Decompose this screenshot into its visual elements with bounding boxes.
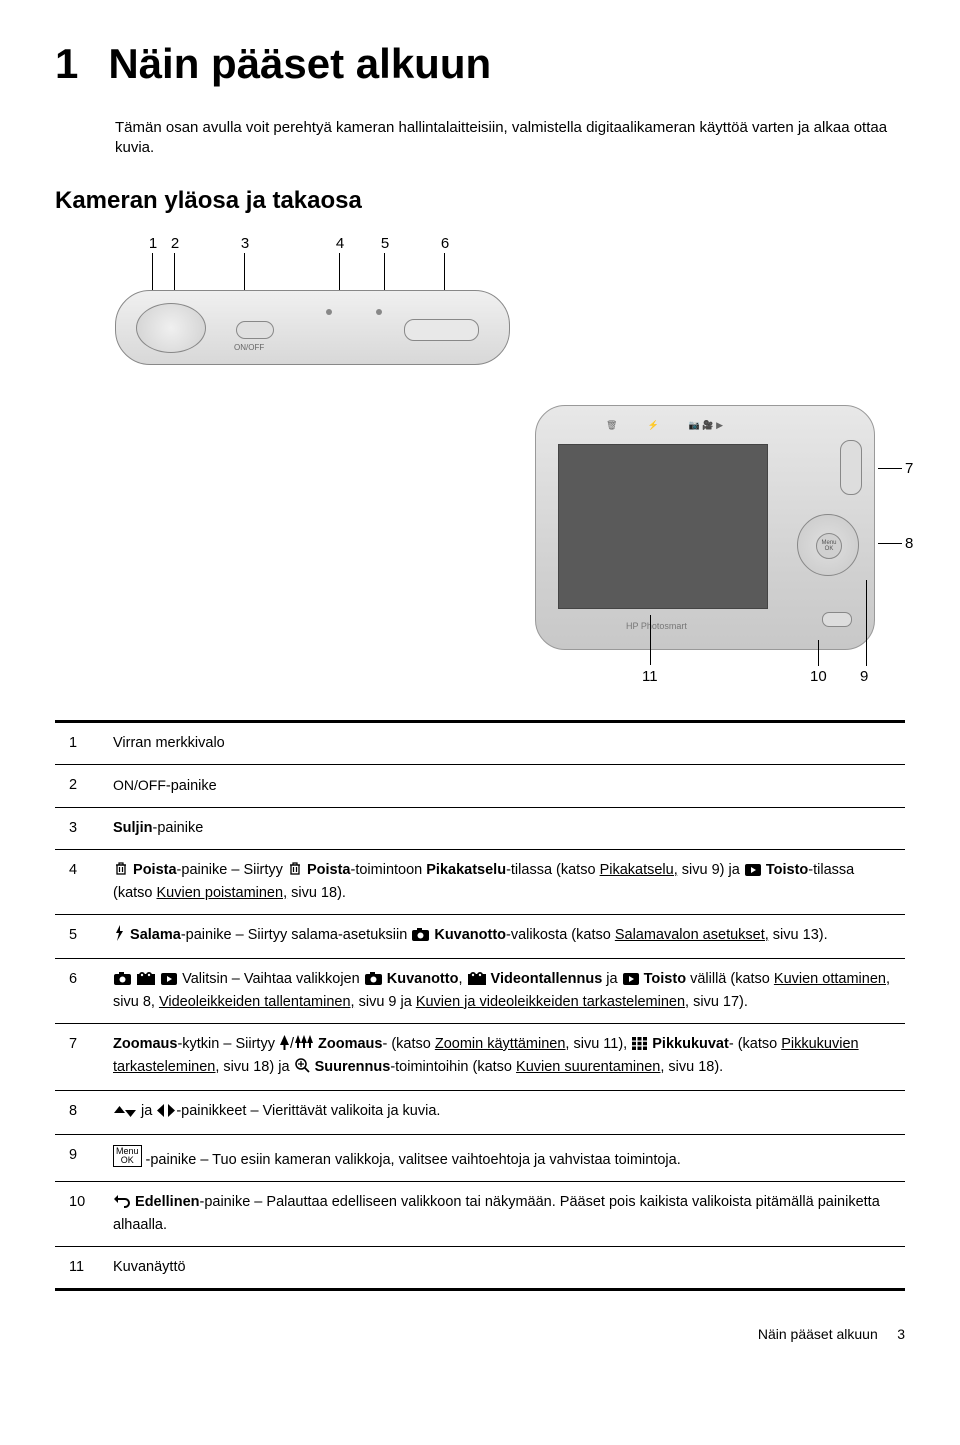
menu-ok-icon: MenuOK	[113, 1145, 142, 1167]
link: Kuvien ja videoleikkeiden tarkastelemine…	[416, 994, 689, 1010]
camera-diagram: 1 2 3 4 5 6 ON/OFF 🗑⚡📷 🎥 ▶	[115, 235, 905, 685]
callout-5: 5	[375, 235, 395, 252]
trash-icon	[288, 861, 302, 883]
parts-table: 1 Virran merkkivalo 2 ON/OFF-painike 3 S…	[55, 720, 905, 1291]
back-button-shape	[822, 612, 852, 627]
play-icon	[623, 971, 639, 992]
thumbnails-icon	[632, 1036, 647, 1057]
row-desc: Kuvanäyttö	[105, 1246, 905, 1289]
table-row: 7 Zoomaus-kytkin – Siirtyy / Zoomaus- (k…	[55, 1023, 905, 1090]
table-row: 4 Poista-painike – Siirtyy Poista-toimin…	[55, 849, 905, 914]
row-desc: Suljin-painike	[105, 807, 905, 849]
table-row: 3 Suljin-painike	[55, 807, 905, 849]
top-dot-2	[376, 309, 382, 315]
row-desc: Virran merkkivalo	[105, 721, 905, 764]
play-icon	[745, 862, 761, 883]
camera-icon	[412, 927, 429, 948]
link: Kuvien suurentaminen,	[516, 1059, 664, 1075]
table-row: 5 Salama-painike – Siirtyy salama-asetuk…	[55, 914, 905, 958]
camera-back-view: 🗑⚡📷 🎥 ▶ MenuOK HP Photosmart 7 8 11 10 9	[115, 405, 905, 685]
callout-3: 3	[235, 235, 255, 252]
row-num: 2	[55, 764, 105, 807]
onoff-button-shape	[236, 321, 274, 339]
camera-icon	[365, 971, 382, 992]
link: Pikakatselu,	[600, 862, 678, 878]
flash-icon	[114, 925, 125, 948]
camera-back-body: 🗑⚡📷 🎥 ▶ MenuOK HP Photosmart	[535, 405, 875, 650]
play-icon	[161, 971, 177, 992]
callout-2: 2	[165, 235, 185, 252]
chapter-title: Näin pääset alkuun	[108, 40, 491, 88]
hp-brand-label: HP Photosmart	[626, 621, 687, 631]
row-num: 10	[55, 1181, 105, 1246]
zoom-rocker-shape	[840, 440, 862, 495]
callout-4: 4	[330, 235, 350, 252]
chapter-header: 1 Näin pääset alkuun	[55, 40, 905, 88]
table-row: 9 MenuOK -painike – Tuo esiin kameran va…	[55, 1134, 905, 1181]
camera-top-body: ON/OFF	[115, 290, 510, 365]
section-title: Kameran yläosa ja takaosa	[55, 187, 905, 215]
video-icon	[137, 971, 155, 992]
zoom-out-icon	[295, 1035, 313, 1057]
shutter-dial	[136, 303, 206, 353]
callout-1: 1	[143, 235, 163, 252]
callout-6: 6	[435, 235, 455, 252]
onoff-text: ON/OFF	[113, 777, 166, 793]
table-row: 2 ON/OFF-painike	[55, 764, 905, 807]
top-dot-1	[326, 309, 332, 315]
table-row: 8 ja -painikkeet – Vierittävät valikoita…	[55, 1090, 905, 1134]
link: Zoomin käyttäminen,	[435, 1036, 570, 1052]
mode-switch-shape	[404, 319, 479, 341]
table-row: 6 Valitsin – Vaihtaa valikkojen Kuvanott…	[55, 958, 905, 1023]
up-down-icon	[114, 1103, 136, 1124]
row-desc: Edellinen-painike – Palauttaa edelliseen…	[105, 1181, 905, 1246]
lcd-screen	[558, 444, 768, 609]
camera-top-view: 1 2 3 4 5 6 ON/OFF	[115, 235, 905, 395]
zoom-in-icon	[280, 1035, 289, 1057]
left-right-icon	[157, 1103, 175, 1124]
row-num: 11	[55, 1246, 105, 1289]
footer-page: 3	[897, 1326, 905, 1342]
callout-7: 7	[905, 460, 913, 477]
row-num: 3	[55, 807, 105, 849]
back-arrow-icon	[114, 1194, 130, 1215]
link: Videoleikkeiden tallentaminen,	[159, 994, 355, 1010]
onoff-label: ON/OFF	[234, 343, 264, 352]
table-row: 10 Edellinen-painike – Palauttaa edellis…	[55, 1181, 905, 1246]
intro-paragraph: Tämän osan avulla voit perehtyä kameran …	[115, 118, 905, 159]
callout-11: 11	[642, 668, 658, 685]
row-num: 5	[55, 914, 105, 958]
link: Kuvien ottaminen,	[774, 971, 890, 987]
trash-icon	[114, 861, 128, 883]
row-desc: Poista-painike – Siirtyy Poista-toiminto…	[105, 849, 905, 914]
row-num: 9	[55, 1134, 105, 1181]
back-top-icons: 🗑⚡📷 🎥 ▶	[606, 420, 756, 432]
chapter-number: 1	[55, 40, 78, 88]
row-num: 8	[55, 1090, 105, 1134]
menu-ok-center: MenuOK	[816, 533, 842, 559]
callout-8: 8	[905, 535, 913, 552]
row-num: 6	[55, 958, 105, 1023]
page-footer: Näin pääset alkuun 3	[55, 1326, 905, 1342]
row-num: 4	[55, 849, 105, 914]
row-desc: ja -painikkeet – Vierittävät valikoita j…	[105, 1090, 905, 1134]
magnify-icon	[295, 1058, 310, 1080]
link: Salamavalon asetukset,	[615, 927, 769, 943]
table-row: 1 Virran merkkivalo	[55, 721, 905, 764]
row-num: 1	[55, 721, 105, 764]
row-num: 7	[55, 1023, 105, 1090]
row-desc: Valitsin – Vaihtaa valikkojen Kuvanotto,…	[105, 958, 905, 1023]
camera-icon	[114, 971, 131, 992]
callout-9: 9	[860, 668, 868, 685]
dpad-shape: MenuOK	[797, 514, 859, 576]
row-desc: ON/OFF-painike	[105, 764, 905, 807]
row-desc: Zoomaus-kytkin – Siirtyy / Zoomaus- (kat…	[105, 1023, 905, 1090]
row-desc: MenuOK -painike – Tuo esiin kameran vali…	[105, 1134, 905, 1181]
callout-10: 10	[810, 668, 827, 685]
row-desc: Salama-painike – Siirtyy salama-asetuksi…	[105, 914, 905, 958]
footer-text: Näin pääset alkuun	[758, 1326, 878, 1342]
table-row: 11 Kuvanäyttö	[55, 1246, 905, 1289]
video-icon	[468, 971, 486, 992]
link: Kuvien poistaminen,	[157, 885, 288, 901]
